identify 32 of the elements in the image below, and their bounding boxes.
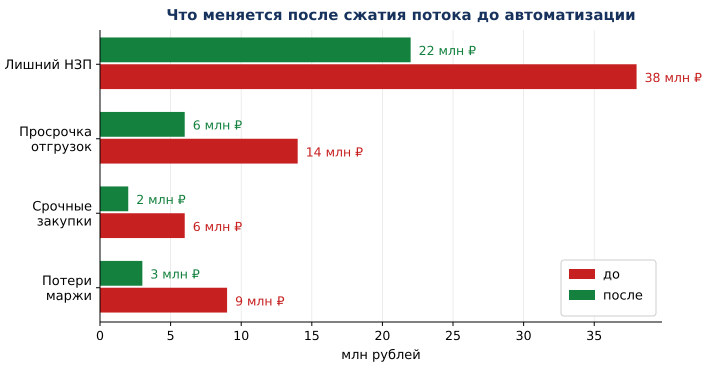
- bar: [100, 186, 128, 212]
- x-axis-title: млн рублей: [341, 348, 421, 363]
- bar: [100, 288, 228, 313]
- bar: [100, 112, 185, 137]
- bar: [100, 213, 185, 238]
- bar: [100, 64, 637, 90]
- legend-label: до: [603, 268, 620, 283]
- x-tick-label: 30: [516, 328, 532, 343]
- bar: [100, 138, 298, 164]
- x-tick-label: 25: [445, 328, 461, 343]
- data-label: 2 млн ₽: [136, 192, 186, 208]
- y-tick-label: Потери маржи: [42, 274, 92, 304]
- x-tick-label: 20: [374, 328, 390, 343]
- data-label: 3 млн ₽: [150, 266, 200, 282]
- x-tick-label: 0: [96, 328, 104, 343]
- legend-label: после: [603, 288, 643, 304]
- data-label: 6 млн ₽: [192, 118, 242, 133]
- data-label: 22 млн ₽: [418, 43, 476, 58]
- bar: [100, 260, 142, 286]
- data-label: 14 млн ₽: [306, 144, 364, 160]
- x-tick-label: 15: [304, 328, 320, 343]
- x-tick-label: 35: [586, 328, 602, 343]
- y-tick-label: Лишний НЗП: [4, 58, 92, 73]
- data-label: 38 млн ₽: [644, 70, 702, 86]
- x-tick-label: 5: [166, 328, 175, 343]
- data-label: 6 млн ₽: [192, 219, 242, 234]
- chart-title: Что меняется после сжатия потока до автоматизации: [166, 6, 636, 24]
- y-tick-label: Срочные закупки: [32, 199, 92, 230]
- x-tick-label: 10: [233, 328, 250, 343]
- bar: [100, 37, 411, 62]
- y-tick-label: Просрочка отгрузок: [19, 124, 92, 155]
- data-label: 9 млн ₽: [235, 294, 285, 309]
